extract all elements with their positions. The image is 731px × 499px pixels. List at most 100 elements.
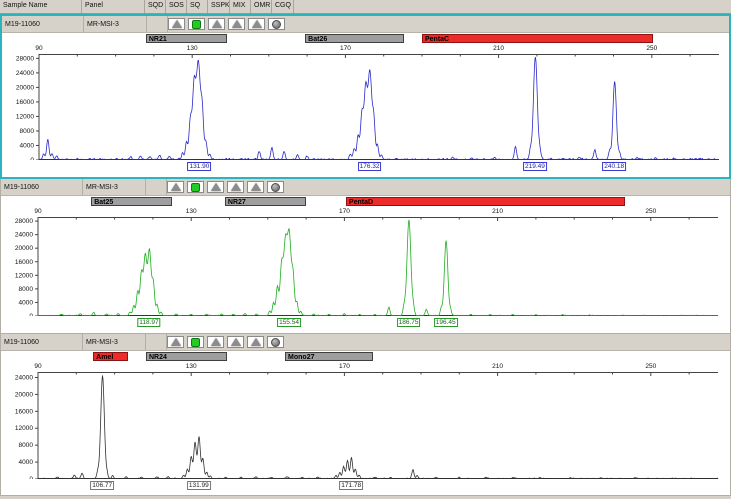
- ruler-label-130: 130: [186, 45, 198, 52]
- gray-triangle-icon: [250, 183, 261, 191]
- flag-mix-cell[interactable]: [227, 181, 244, 193]
- gray-circle-icon: [272, 19, 281, 29]
- dye-trace-green: [37, 219, 719, 317]
- peak-size-label[interactable]: 219.49: [522, 162, 547, 171]
- flag-sos-cell[interactable]: [168, 18, 185, 30]
- peak-size-label[interactable]: 171.78: [339, 481, 364, 490]
- sample-block-3[interactable]: M19-11060 MR-MSI-3 Amel NR24 Mono27 90 130 170 2…: [0, 334, 731, 496]
- y-axis-label: 12000: [15, 272, 33, 279]
- column-header-sq: SQ: [187, 0, 208, 13]
- sample-info-row[interactable]: M19-11060 MR-MSI-3: [1, 179, 730, 196]
- y-axis-label: 28000: [15, 218, 33, 225]
- peak-label-strip: 118.97 155.54 186.75 196.45: [1, 316, 730, 333]
- peak-size-label[interactable]: 176.32: [357, 162, 382, 171]
- sample-info-row[interactable]: M19-11060 MR-MSI-3: [1, 334, 730, 351]
- column-header-cgq: CGQ: [272, 0, 294, 13]
- marker-strip: NR21 Bat26 PentaC: [2, 33, 729, 44]
- ruler-label-210: 210: [492, 363, 504, 370]
- gray-circle-icon: [271, 337, 280, 347]
- flag-cgq-cell[interactable]: [267, 181, 284, 193]
- peak-size-label[interactable]: 196.45: [433, 318, 458, 327]
- flag-mix-cell[interactable]: [227, 336, 244, 348]
- flag-sspk-cell[interactable]: [207, 336, 224, 348]
- marker-bar-nr24: NR24: [146, 352, 227, 361]
- gray-triangle-icon: [210, 338, 221, 346]
- green-square-icon: [191, 337, 200, 347]
- dye-trace-blue: [38, 57, 720, 161]
- y-axis-label: 20000: [16, 84, 34, 91]
- y-axis-label: 16000: [16, 99, 34, 106]
- y-axis-label: 12000: [16, 113, 34, 120]
- marker-bar-bat26: Bat26: [305, 34, 404, 43]
- column-header-mix: MIX: [230, 0, 251, 13]
- flag-mix-cell[interactable]: [228, 18, 245, 30]
- peak-size-label[interactable]: 186.75: [396, 318, 421, 327]
- sample-info-row[interactable]: M19-11060 MR-MSI-3: [2, 16, 729, 33]
- ruler-label-90: 90: [35, 45, 43, 52]
- ruler-label-210: 210: [493, 45, 505, 52]
- sqd-cell: [146, 334, 167, 350]
- ruler-label-210: 210: [492, 208, 504, 215]
- marker-strip: Bat25 NR27 PentaD: [1, 196, 730, 207]
- size-ruler: 90 130 170 210 250: [2, 44, 729, 54]
- ruler-label-130: 130: [185, 363, 197, 370]
- green-square-icon: [191, 182, 200, 192]
- flag-sos-cell[interactable]: [167, 336, 184, 348]
- column-header-filler: [294, 0, 731, 13]
- peak-size-label[interactable]: 106.77: [90, 481, 115, 490]
- y-axis-label: 16000: [15, 259, 33, 266]
- flag-omr-cell[interactable]: [247, 181, 264, 193]
- gray-triangle-icon: [211, 20, 222, 28]
- gray-triangle-icon: [230, 338, 241, 346]
- electropherogram-plot[interactable]: 24000200001600012000800040000: [1, 372, 730, 483]
- ruler-label-90: 90: [34, 208, 42, 215]
- flag-omr-cell[interactable]: [247, 336, 264, 348]
- sqd-cell: [146, 179, 167, 195]
- gray-triangle-icon: [250, 338, 261, 346]
- size-ruler: 90 130 170 210 250: [1, 207, 730, 217]
- peak-size-label[interactable]: 131.99: [186, 481, 211, 490]
- marker-bar-pentad: PentaD: [345, 197, 625, 206]
- electropherogram-plot[interactable]: 2800024000200001600012000800040000: [1, 217, 730, 320]
- y-axis-label: 4000: [19, 299, 34, 306]
- flag-omr-cell[interactable]: [248, 18, 265, 30]
- column-header-sqd: SQD: [145, 0, 166, 13]
- flag-sq-cell[interactable]: [187, 336, 204, 348]
- flag-cgq-cell[interactable]: [268, 18, 285, 30]
- peak-label-strip: 106.77 131.99 171.78: [1, 479, 730, 495]
- marker-bar-pentac: PentaC: [422, 34, 653, 43]
- sample-block-1[interactable]: M19-11060 MR-MSI-3 NR21 Bat26 PentaC 90 130 170…: [0, 14, 731, 179]
- flag-sq-cell[interactable]: [188, 18, 205, 30]
- sample-name: M19-11060: [2, 16, 84, 32]
- marker-bar-mono27: Mono27: [285, 352, 374, 361]
- gray-triangle-icon: [171, 20, 182, 28]
- ruler-label-170: 170: [339, 45, 351, 52]
- flag-sos-cell[interactable]: [167, 181, 184, 193]
- marker-bar-amel: Amel: [93, 352, 128, 361]
- y-axis-label: 4000: [20, 142, 35, 149]
- column-header-sos: SOS: [166, 0, 187, 13]
- ruler-label-170: 170: [338, 208, 350, 215]
- electropherogram-plot[interactable]: 2800024000200001600012000800040000: [2, 54, 729, 164]
- flag-sspk-cell[interactable]: [207, 181, 224, 193]
- flag-sspk-cell[interactable]: [208, 18, 225, 30]
- ruler-label-130: 130: [185, 208, 197, 215]
- peak-label-strip: 131.90 176.32 219.49 240.18: [2, 160, 729, 177]
- peak-size-label[interactable]: 155.54: [277, 318, 301, 327]
- column-header-sample-name: Sample Name: [0, 0, 82, 13]
- peak-size-label[interactable]: 131.90: [187, 162, 212, 171]
- peak-size-label[interactable]: 240.18: [602, 162, 627, 171]
- y-axis-label: 16000: [15, 408, 33, 415]
- column-header-row: Sample Name Panel SQD SOS SQ SSPK MIX OMR CGQ: [0, 0, 731, 14]
- flag-sq-cell[interactable]: [187, 181, 204, 193]
- panel-name: MR-MSI-3: [83, 334, 146, 350]
- size-ruler: 90 130 170 210 250: [1, 362, 730, 372]
- panel-name: MR-MSI-3: [83, 179, 146, 195]
- sample-block-2[interactable]: M19-11060 MR-MSI-3 Bat25 NR27 PentaD 90 130 170…: [0, 179, 731, 334]
- y-axis-label: 8000: [19, 286, 34, 293]
- gray-triangle-icon: [210, 183, 221, 191]
- peak-size-label[interactable]: 118.97: [137, 318, 161, 327]
- column-header-sspk: SSPK: [208, 0, 230, 13]
- ruler-label-250: 250: [645, 208, 657, 215]
- flag-cgq-cell[interactable]: [267, 336, 284, 348]
